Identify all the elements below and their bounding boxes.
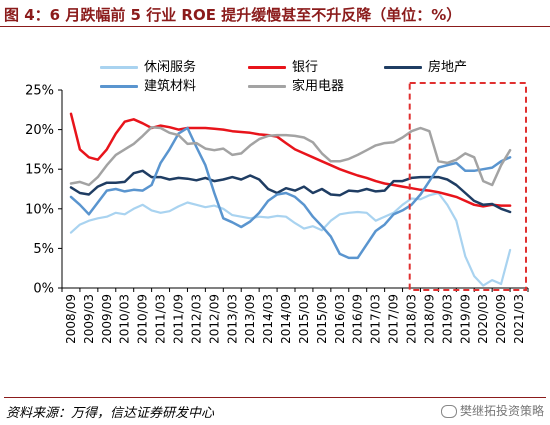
legend-swatch-1	[248, 66, 286, 69]
x-tick-label: 2019/03	[440, 294, 454, 344]
series-line-1	[69, 112, 512, 208]
source-divider	[4, 397, 546, 398]
legend-swatch-3	[100, 85, 138, 88]
highlight-box	[408, 82, 528, 291]
source-note: 资料来源：万得，信达证券研发中心	[6, 406, 215, 421]
series-line-2	[69, 169, 512, 214]
x-tick-label: 2019/09	[458, 294, 472, 344]
chart-title: 图 4：6 月跌幅前 5 行业 ROE 提升缓慢甚至不升反降（单位：%）	[4, 6, 462, 24]
legend-label-3: 建筑材料	[144, 79, 197, 94]
x-tick-label: 2012/09	[207, 294, 221, 344]
legend-label-0: 休闲服务	[144, 60, 197, 75]
legend-item-4: 家用电器	[248, 75, 344, 94]
x-tick-label: 2013/03	[225, 294, 239, 344]
legend-swatch-4	[248, 85, 286, 88]
x-tick-label: 2012/03	[189, 294, 203, 344]
x-tick-label: 2013/09	[243, 294, 257, 344]
legend-label-4: 家用电器	[292, 79, 345, 94]
legend-item-0: 休闲服务	[100, 56, 196, 75]
x-tick-label: 2016/09	[351, 294, 365, 344]
x-tick-label: 2011/09	[172, 294, 186, 344]
y-tick-label: 15%	[25, 163, 54, 178]
legend-item-1: 银行	[248, 56, 318, 75]
x-tick-label: 2018/03	[405, 294, 419, 344]
y-tick-label: 0%	[33, 282, 54, 297]
x-tick-label: 2014/09	[279, 294, 293, 344]
series-line-4	[69, 125, 512, 187]
x-tick-label: 2009/03	[82, 294, 96, 344]
legend-label-1: 银行	[292, 60, 319, 75]
x-tick-label: 2016/03	[333, 294, 347, 344]
x-tick-label: 2015/03	[297, 294, 311, 344]
y-tick-label: 25%	[25, 84, 54, 99]
x-tick-label: 2020/03	[476, 294, 490, 344]
legend-item-2: 房地产	[384, 56, 467, 75]
y-tick-label: 20%	[25, 123, 54, 138]
x-tick-label: 2009/09	[100, 294, 114, 344]
legend-item-3: 建筑材料	[100, 75, 196, 94]
wechat-icon	[440, 405, 457, 418]
legend-swatch-2	[384, 66, 422, 69]
x-tick-label: 2017/03	[369, 294, 383, 344]
x-tick-label: 2014/03	[261, 294, 275, 344]
x-tick-label: 2010/03	[118, 294, 132, 344]
y-tick-label: 5%	[33, 242, 54, 257]
title-bar: 图 4：6 月跌幅前 5 行业 ROE 提升缓慢甚至不升反降（单位：%）	[0, 0, 550, 27]
x-tick-label: 2020/09	[494, 294, 508, 344]
legend-label-2: 房地产	[428, 60, 468, 75]
x-tick-label: 2015/09	[315, 294, 329, 344]
x-tick-label: 2011/03	[154, 294, 168, 344]
x-tick-label: 2018/09	[422, 294, 436, 344]
x-tick-label: 2017/09	[387, 294, 401, 344]
series-line-0	[69, 191, 512, 287]
watermark-label: 樊继拓投资策略	[459, 404, 544, 418]
legend-swatch-0	[100, 66, 138, 69]
x-tick-label: 2010/09	[136, 294, 150, 344]
y-tick-label: 10%	[25, 202, 54, 217]
line-chart: 0% 5% 10% 15% 20% 25% 2008/09 2009/03 2009/09 201…	[25, 82, 529, 344]
watermark: 樊继拓投资策略	[440, 402, 544, 419]
x-tick-label: 2021/03	[512, 294, 526, 344]
x-tick-label: 2008/09	[64, 294, 78, 344]
series-line-3	[69, 126, 512, 260]
